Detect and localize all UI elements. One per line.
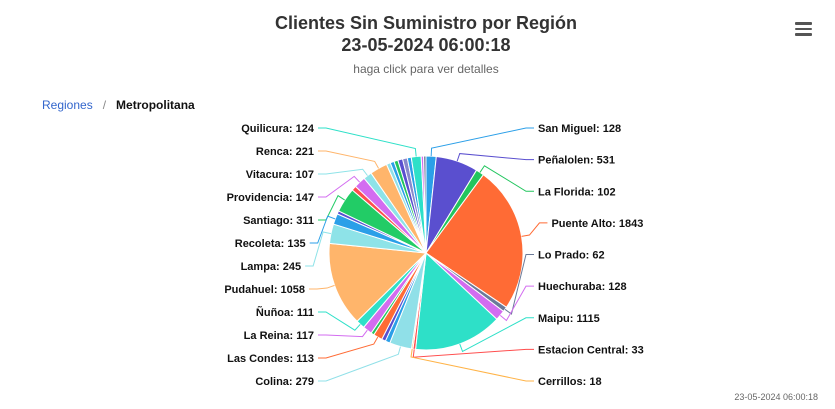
data-label-penalolen: Peñalolen: 531 [538,155,615,167]
data-label-maipu: Maipu: 1115 [538,313,600,325]
hamburger-menu-icon[interactable] [795,22,813,38]
connector-estacion-central [412,348,534,358]
chart-subtitle: haga click para ver detalles [353,62,499,76]
connector-lampa [305,231,332,267]
connector-maipu [459,317,534,353]
data-label-la-florida: La Florida: 102 [538,186,616,198]
data-label-estacion-central: Estacion Central: 33 [538,344,644,356]
data-label-colina: Colina: 279 [255,376,314,388]
connector-puente-alto [521,222,548,237]
data-label-renca: Renca: 221 [256,146,314,158]
connector-renca [318,150,380,169]
chart-timestamp: 23-05-2024 06:00:18 [734,392,818,402]
data-label-lampa: Lampa: 245 [241,261,302,273]
data-label-la-reina: La Reina: 117 [244,330,314,342]
connector-la-reina [318,329,368,338]
data-label-lo-prado: Lo Prado: 62 [538,250,605,262]
breadcrumb: Regiones / Metropolitana [42,98,195,112]
connector-pudahuel [309,284,335,290]
data-label-pudahuel: Pudahuel: 1058 [224,284,305,296]
chart-title-line2: 23-05-2024 06:00:18 [341,35,511,55]
connector-lo-prado [504,254,534,315]
connector-recoleta [309,215,336,244]
connector-colina [318,346,401,382]
pie-slice-alt-m[interactable] [423,155,427,254]
connector-san-miguel [430,127,534,157]
data-label-huechuraba: Huechuraba: 128 [538,281,627,293]
connector-vitacura [318,168,368,176]
pie-slice-pudahuel[interactable] [328,242,428,322]
breadcrumb-separator: / [102,98,107,112]
connector-la-florida [479,165,534,192]
connector-quilicura [318,127,417,157]
pie-slice-puente-alto[interactable] [425,174,524,308]
chart-title-line1: Clientes Sin Suministro por Región [274,13,578,33]
connector-santiago [318,194,346,221]
connector-huechuraba [499,285,534,322]
breadcrumb-current: Metropolitana [116,98,195,112]
data-label-las-condes: Las Condes: 113 [227,353,314,365]
data-label-quilicura: Quilicura: 124 [241,123,315,135]
connector-nunoa [318,311,361,331]
connector-cerrillos [410,348,534,382]
data-label-nunoa: Ñuñoa: 111 [256,306,314,319]
chart-title: Clientes Sin Suministro por Región 23-05… [0,12,835,56]
data-label-providencia: Providencia: 147 [227,192,314,204]
data-label-cerrillos: Cerrillos: 18 [538,376,602,388]
data-label-vitacura: Vitacura: 107 [246,169,314,181]
connector-penalolen [456,153,534,162]
data-label-santiago: Santiago: 311 [243,215,314,227]
data-label-recoleta: Recoleta: 135 [235,238,306,250]
connector-providencia [318,175,361,198]
breadcrumb-link-regiones[interactable]: Regiones [42,98,93,112]
pie-slice-maipu[interactable] [414,251,498,351]
data-label-puente-alto: Puente Alto: 1843 [551,218,643,230]
data-label-san-miguel: San Miguel: 128 [538,123,621,135]
connector-las-condes [318,336,379,359]
